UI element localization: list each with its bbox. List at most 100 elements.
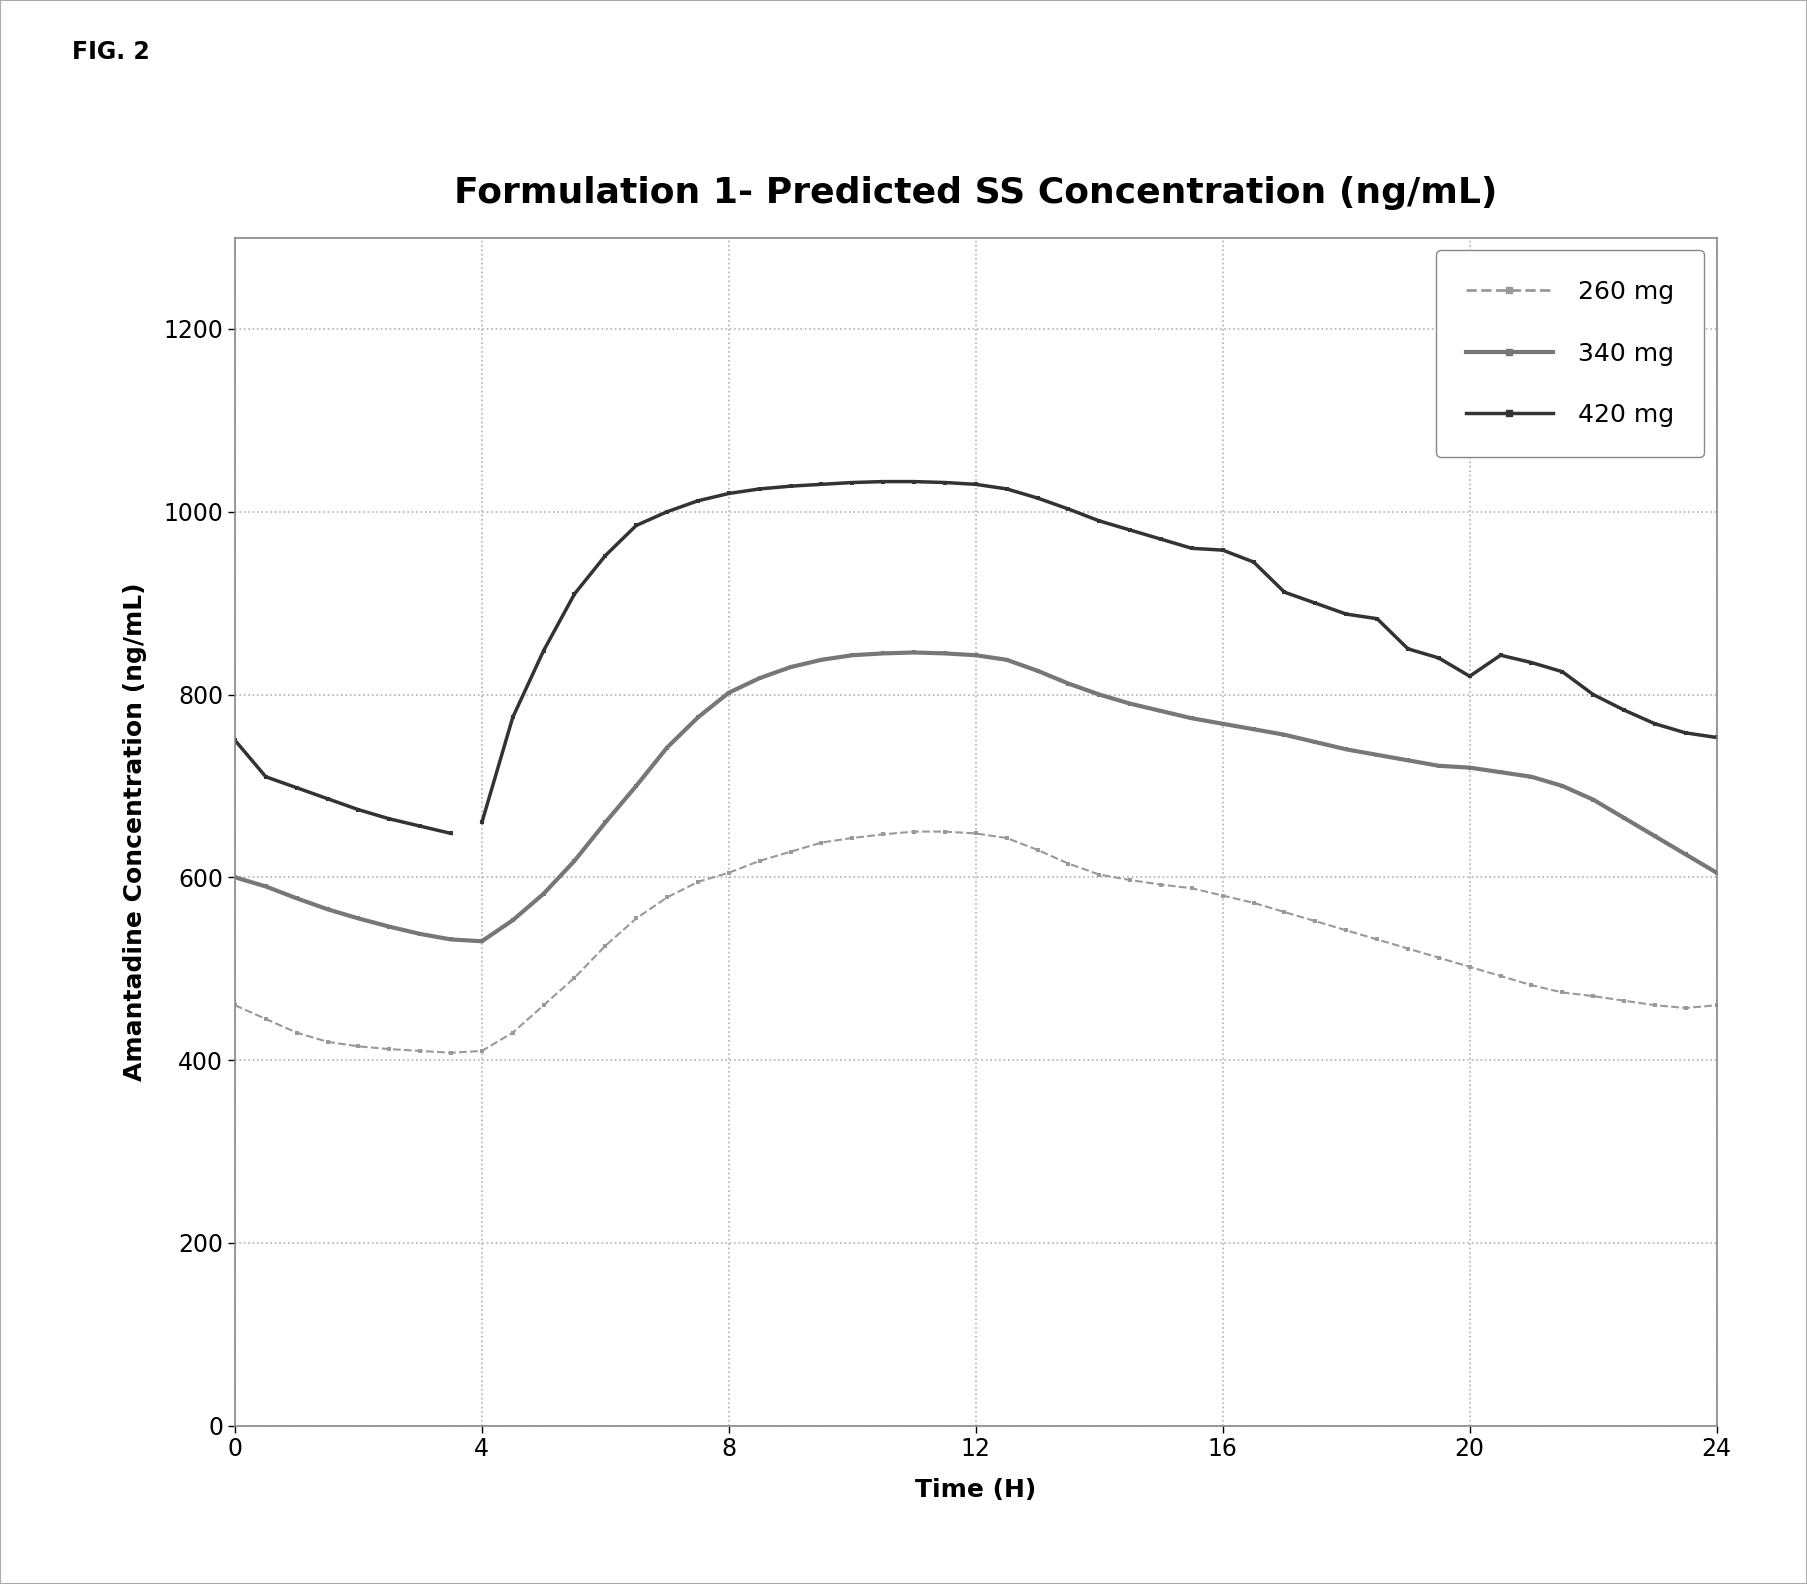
- 340 mg: [1675, 844, 1697, 863]
- 260 mg: [873, 825, 894, 844]
- 260 mg: [1212, 885, 1234, 904]
- Text: FIG. 2: FIG. 2: [72, 40, 150, 63]
- 420 mg: [316, 789, 338, 808]
- 340 mg: [717, 683, 739, 702]
- 340 mg: [441, 930, 463, 949]
- 340 mg: [1428, 756, 1449, 775]
- 340 mg: [965, 646, 987, 665]
- 260 mg: [1335, 920, 1357, 939]
- 340 mg: [1088, 684, 1109, 703]
- 420 mg: [255, 767, 276, 786]
- 260 mg: [564, 968, 585, 987]
- 260 mg: [1520, 976, 1541, 995]
- 260 mg: [996, 828, 1017, 847]
- 340 mg: [1026, 661, 1048, 680]
- 340 mg: [779, 657, 801, 676]
- 260 mg: [408, 1041, 430, 1060]
- 260 mg: [1458, 957, 1480, 976]
- 260 mg: [1583, 987, 1605, 1006]
- Line: 340 mg: 340 mg: [233, 649, 1718, 944]
- 340 mg: [595, 813, 616, 832]
- 260 mg: [502, 1023, 524, 1042]
- 420 mg: [347, 800, 369, 819]
- 340 mg: [533, 884, 555, 903]
- 340 mg: [1335, 740, 1357, 759]
- Y-axis label: Amantadine Concentration (ng/mL): Amantadine Concentration (ng/mL): [123, 583, 146, 1080]
- 340 mg: [1182, 708, 1203, 727]
- 340 mg: [1305, 732, 1326, 751]
- 340 mg: [687, 708, 708, 727]
- Line: 260 mg: 260 mg: [233, 828, 1718, 1055]
- 340 mg: [625, 776, 647, 795]
- 260 mg: [472, 1041, 493, 1060]
- 340 mg: [934, 645, 956, 664]
- 260 mg: [316, 1033, 338, 1052]
- 340 mg: [1644, 827, 1666, 846]
- 260 mg: [656, 889, 678, 908]
- 260 mg: [286, 1023, 307, 1042]
- 340 mg: [408, 925, 430, 944]
- 340 mg: [316, 900, 338, 919]
- 260 mg: [595, 936, 616, 955]
- 260 mg: [687, 873, 708, 892]
- 340 mg: [904, 643, 925, 662]
- 340 mg: [1489, 763, 1511, 782]
- 420 mg: [286, 778, 307, 797]
- 260 mg: [717, 863, 739, 882]
- 260 mg: [378, 1039, 399, 1058]
- 260 mg: [1397, 939, 1418, 958]
- 260 mg: [1243, 893, 1265, 912]
- 260 mg: [224, 996, 246, 1015]
- X-axis label: Time (H): Time (H): [914, 1478, 1037, 1502]
- 340 mg: [378, 917, 399, 936]
- 260 mg: [1088, 865, 1109, 884]
- 340 mg: [996, 651, 1017, 670]
- 260 mg: [779, 843, 801, 862]
- 260 mg: [1675, 998, 1697, 1017]
- 260 mg: [1057, 854, 1079, 873]
- 260 mg: [1366, 930, 1388, 949]
- 260 mg: [904, 822, 925, 841]
- 260 mg: [1274, 903, 1296, 922]
- 340 mg: [255, 878, 276, 897]
- 340 mg: [1614, 808, 1635, 827]
- 340 mg: [1119, 694, 1140, 713]
- 340 mg: [842, 646, 864, 665]
- Line: 420 mg: 420 mg: [233, 738, 454, 836]
- 260 mg: [1489, 966, 1511, 985]
- 260 mg: [1119, 871, 1140, 890]
- Title: Formulation 1- Predicted SS Concentration (ng/mL): Formulation 1- Predicted SS Concentratio…: [454, 176, 1498, 209]
- 340 mg: [1583, 790, 1605, 809]
- 260 mg: [347, 1038, 369, 1057]
- 260 mg: [811, 833, 833, 852]
- 260 mg: [748, 851, 770, 870]
- 260 mg: [255, 1009, 276, 1028]
- 260 mg: [934, 822, 956, 841]
- 420 mg: [441, 824, 463, 843]
- 420 mg: [378, 809, 399, 828]
- 340 mg: [1458, 759, 1480, 778]
- 420 mg: [408, 817, 430, 836]
- 260 mg: [1305, 912, 1326, 931]
- 260 mg: [1182, 879, 1203, 898]
- 340 mg: [1366, 746, 1388, 765]
- 340 mg: [472, 931, 493, 950]
- 260 mg: [842, 828, 864, 847]
- 260 mg: [1428, 949, 1449, 968]
- 420 mg: [224, 730, 246, 749]
- 340 mg: [502, 911, 524, 930]
- 260 mg: [1552, 984, 1574, 1003]
- 260 mg: [533, 996, 555, 1015]
- 340 mg: [748, 668, 770, 687]
- 340 mg: [1243, 719, 1265, 738]
- 260 mg: [625, 909, 647, 928]
- 340 mg: [286, 889, 307, 908]
- 340 mg: [1552, 776, 1574, 795]
- 260 mg: [441, 1044, 463, 1063]
- 260 mg: [965, 824, 987, 843]
- Legend: 260 mg, 340 mg, 420 mg: 260 mg, 340 mg, 420 mg: [1435, 250, 1704, 458]
- 340 mg: [1706, 863, 1727, 882]
- 260 mg: [1026, 841, 1048, 860]
- 340 mg: [1274, 725, 1296, 744]
- 340 mg: [224, 868, 246, 887]
